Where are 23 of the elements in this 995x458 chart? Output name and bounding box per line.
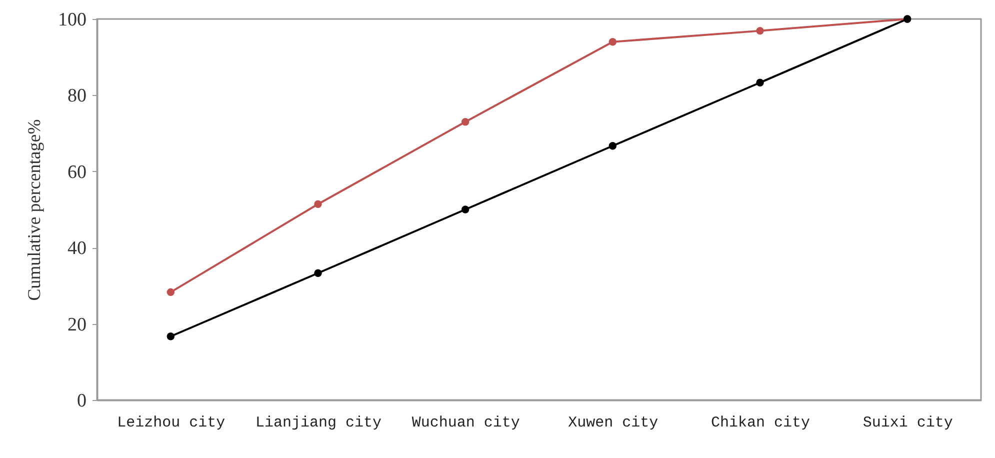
point [166,288,175,296]
point [461,118,470,126]
point [756,26,764,35]
point [756,78,764,86]
point [608,38,617,46]
x-tick-label: Suixi city [862,414,953,432]
point [166,332,175,340]
x-tick-label: Leizhou city [117,414,226,432]
point [314,269,322,277]
y-tick-label: 60 [68,162,86,183]
y-tick-label: 0 [77,390,86,412]
y-tick-label: 20 [68,314,86,336]
point [314,200,322,208]
x-tick-label: Wuchuan city [412,414,520,432]
y-tick-label: 100 [58,10,86,30]
y-axis-title: Cumulative percentage% [24,119,44,301]
point [608,142,617,150]
x-tick-label: Xuwen city [568,414,658,432]
y-tick-label: 40 [68,238,86,260]
y-tick-label: 80 [68,86,86,107]
point [461,206,470,214]
x-tick-label: Lianjiang city [255,414,382,432]
x-tick-label: Chikan city [710,414,810,432]
